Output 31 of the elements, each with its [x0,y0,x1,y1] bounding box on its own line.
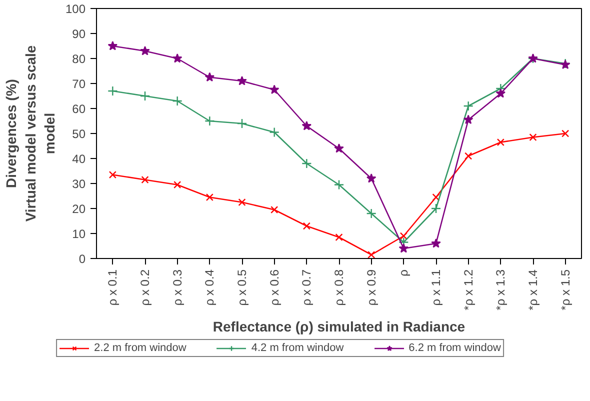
x-axis-title: Reflectance (ρ) simulated in Radiance [212,318,466,334]
y-tick-label: 50 [72,127,86,141]
y-tick-label: 40 [72,152,86,166]
x-tick-label: ρ x 0.8 [332,269,346,306]
y-tick-label: 80 [72,52,86,66]
x-tick-label: ρ x 0.7 [300,269,314,306]
x-tick-label: ρ x 0.9 [364,269,378,306]
x-tick-label: ρ x 0.4 [202,269,217,306]
legend-label: 2.2 m from window [94,342,186,354]
y-tick-label: 0 [78,252,86,266]
x-tick-label: ρ x 0.6 [267,269,282,306]
y-tick-label: 90 [72,27,86,41]
y-axis-title: Divergences (%) Virtual model versus scale model [3,45,58,222]
x-tick-label: *ρ x 1.4 [526,269,540,310]
y-tick-label: 100 [65,2,86,16]
x-tick-label: ρ x 0.3 [170,269,184,306]
y-tick-label: 70 [72,77,86,91]
x-tick-label: ρ x 1.1 [429,269,443,306]
y-tick-label: 20 [72,202,86,216]
y-tick-label: 10 [72,227,86,241]
y-tick-label: 30 [72,177,86,191]
legend-label: 6.2 m from window [408,342,501,354]
x-tick-label: *ρ x 1.5 [558,269,572,310]
y-tick-label: 60 [72,102,86,116]
x-tick-label: ρ x 0.5 [235,269,249,306]
x-tick-label: ρ x 0.1 [106,269,120,306]
x-tick-label: *ρ x 1.3 [494,269,508,310]
x-tick-label: *ρ x 1.2 [461,269,476,310]
legend-label: 4.2 m from window [251,342,344,354]
x-tick-label: ρ [396,269,411,276]
x-tick-label: ρ x 0.2 [138,269,152,306]
